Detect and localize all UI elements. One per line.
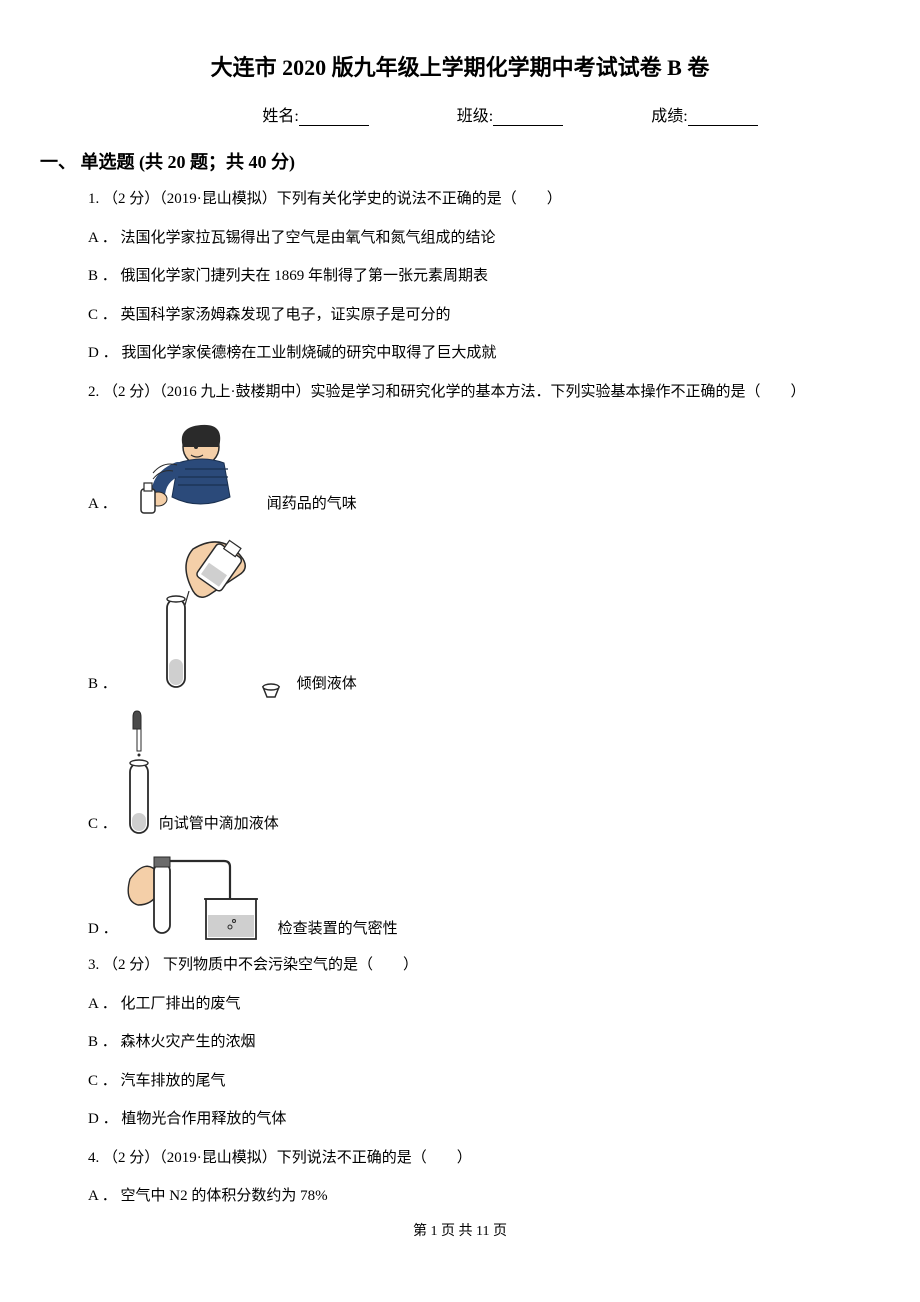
score-label: 成绩: bbox=[651, 102, 687, 126]
q3-opt-a: A ． 化工厂排出的废气 bbox=[88, 993, 880, 1016]
info-line: 姓名: 班级: 成绩: bbox=[40, 102, 880, 126]
question-block: 1. （2 分）（2019·昆山模拟）下列有关化学史的说法不正确的是（ ） A … bbox=[40, 188, 880, 1208]
q2-opt-a: A ． bbox=[88, 419, 880, 519]
q2-b-caption: 倾倒液体 bbox=[297, 673, 357, 700]
q4-opt-a: A ． 空气中 N2 的体积分数约为 78% bbox=[88, 1185, 880, 1208]
q3-opt-b: B ． 森林火灾产生的浓烟 bbox=[88, 1031, 880, 1054]
q1-opt-b: B ． 俄国化学家门捷列夫在 1869 年制得了第一张元素周期表 bbox=[88, 265, 880, 288]
q3-opt-c: C ． 汽车排放的尾气 bbox=[88, 1070, 880, 1093]
score-blank[interactable] bbox=[688, 109, 758, 126]
name-label: 姓名: bbox=[262, 102, 298, 126]
q3-opt-d: D ． 植物光合作用释放的气体 bbox=[88, 1108, 880, 1131]
q4-stem: 4. （2 分）（2019·昆山模拟）下列说法不正确的是（ ） bbox=[88, 1147, 880, 1170]
page-footer: 第 1 页 共 11 页 bbox=[40, 1220, 880, 1240]
q2-d-figure bbox=[124, 849, 274, 944]
page: 大连市 2020 版九年级上学期化学期中考试试卷 B 卷 姓名: 班级: 成绩:… bbox=[0, 0, 920, 1260]
page-title: 大连市 2020 版九年级上学期化学期中考试试卷 B 卷 bbox=[40, 50, 880, 82]
q2-a-figure bbox=[123, 419, 263, 519]
class-label: 班级: bbox=[457, 102, 493, 126]
q2-a-caption: 闻药品的气味 bbox=[267, 493, 357, 520]
q2-c-letter: C ． bbox=[88, 813, 117, 840]
name-blank[interactable] bbox=[299, 109, 369, 126]
q2-c-caption: 向试管中滴加液体 bbox=[159, 813, 279, 840]
q2-opt-c: C ． 向试管中滴加液体 bbox=[88, 709, 880, 839]
q2-stem: 2. （2 分）（2016 九上·鼓楼期中）实验是学习和研究化学的基本方法．下列… bbox=[88, 381, 880, 404]
q1-opt-d: D ． 我国化学家侯德榜在工业制烧碱的研究中取得了巨大成就 bbox=[88, 342, 880, 365]
q3-stem: 3. （2 分） 下列物质中不会污染空气的是（ ） bbox=[88, 954, 880, 977]
q2-b-letter: B ． bbox=[88, 673, 117, 700]
q1-opt-a: A ． 法国化学家拉瓦锡得出了空气是由氧气和氮气组成的结论 bbox=[88, 227, 880, 250]
q1-opt-c: C ． 英国科学家汤姆森发现了电子，证实原子是可分的 bbox=[88, 304, 880, 327]
q2-opt-d: D ． 检查装置 bbox=[88, 849, 880, 944]
q2-opt-b: B ． bbox=[88, 529, 880, 699]
q2-a-letter: A ． bbox=[88, 493, 117, 520]
q2-d-letter: D ． bbox=[88, 918, 118, 945]
section-heading: 一、 单选题 (共 20 题；共 40 分) bbox=[40, 148, 880, 174]
q1-stem: 1. （2 分）（2019·昆山模拟）下列有关化学史的说法不正确的是（ ） bbox=[88, 188, 880, 211]
q2-c-figure bbox=[123, 709, 155, 839]
q2-d-caption: 检查装置的气密性 bbox=[278, 918, 398, 945]
class-blank[interactable] bbox=[493, 109, 563, 126]
q2-b-figure bbox=[123, 529, 293, 699]
